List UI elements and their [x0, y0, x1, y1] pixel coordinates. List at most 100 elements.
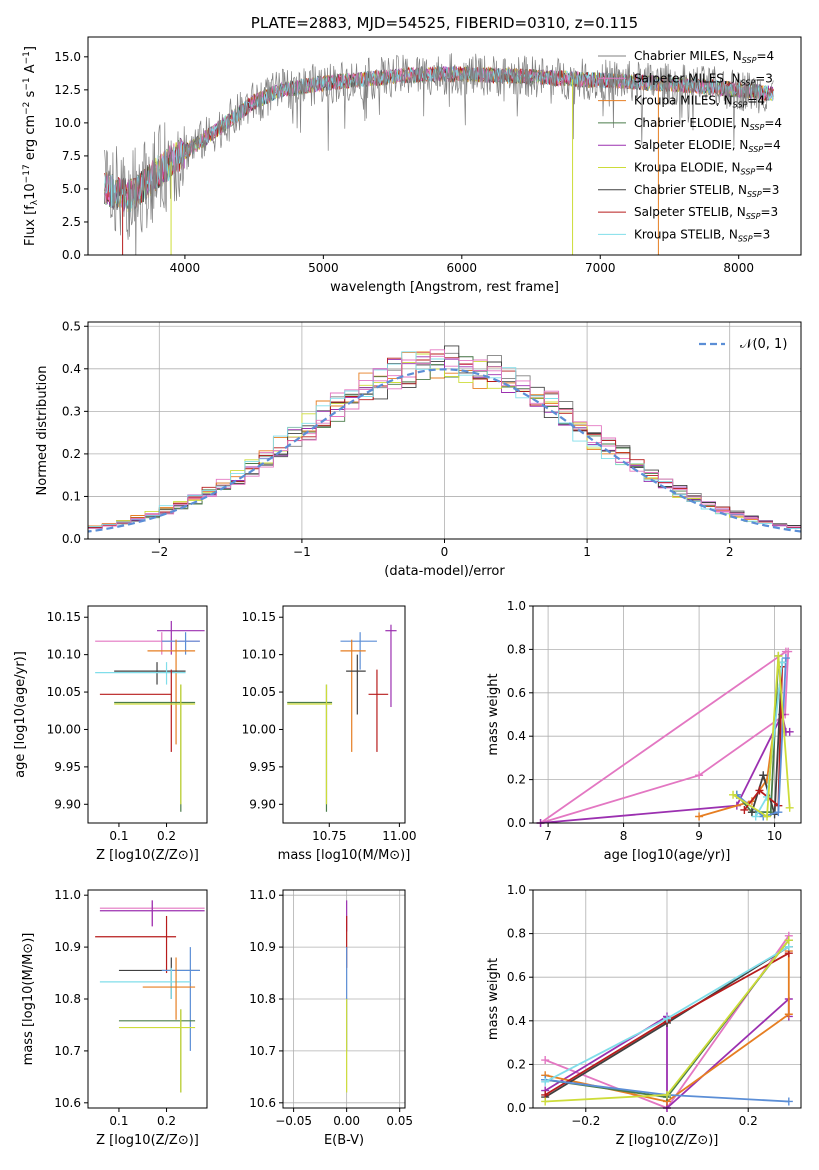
weight-marker [785, 803, 794, 812]
x-tick-label: 4000 [170, 261, 201, 275]
legend-entry: Kroupa ELODIE, NSSP=4 [634, 161, 773, 177]
y-tick-label: 10.15 [47, 610, 81, 624]
x-tick-label: −0.2 [571, 1114, 600, 1128]
x-tick-label: 0.1 [109, 829, 128, 843]
x-tick-label: 0.2 [157, 829, 176, 843]
legend-entry: Chabrier ELODIE, NSSP=4 [634, 116, 782, 132]
weight-marker [541, 1056, 550, 1065]
x-tick-label: 9 [695, 829, 703, 843]
x-tick-label: 2 [726, 545, 734, 559]
x-axis-label: Z [log10(Z/Z⊙)] [96, 848, 199, 863]
y-tick-label: 1.0 [507, 599, 526, 613]
x-tick-label: −0.05 [275, 1114, 312, 1128]
y-tick-label: 0.1 [62, 489, 81, 503]
x-tick-label: 0.2 [739, 1114, 758, 1128]
weight-marker [755, 786, 764, 795]
y-axis-label: age [log10(age/yr)] [13, 651, 28, 778]
y-tick-label: 10.8 [54, 992, 81, 1006]
x-axis-label: E(B-V) [324, 1133, 364, 1148]
weight-marker [784, 1010, 793, 1019]
x-tick-label: 10.75 [312, 829, 346, 843]
x-tick-label: 0.1 [109, 1114, 128, 1128]
spectrum-lines [104, 53, 774, 255]
weight-marker [785, 727, 794, 736]
y-tick-label: 0.4 [62, 362, 81, 376]
chart-3: 10.75 11.00 9.90 9.95 10.00 10.05 10.10 10.15 ma… [242, 605, 417, 863]
x-tick-label: 11.00 [382, 829, 416, 843]
x-axis-label: Z [log10(Z/Z⊙)] [96, 1133, 199, 1148]
weight-marker [774, 651, 783, 660]
weight-series-line [732, 655, 791, 819]
x-axis-label: age [log10(age/yr)] [604, 848, 731, 863]
chart-6: −0.05 0.00 0.05 10.6 10.7 10.8 10.9 11.0 E(B-V) [249, 888, 413, 1148]
x-tick-label: 5000 [308, 261, 339, 275]
weight-marker [784, 936, 793, 945]
y-axis-label: Normed distribution [35, 366, 50, 496]
y-tick-label: 10.7 [54, 1044, 81, 1058]
x-tick-label: 0.2 [157, 1114, 176, 1128]
weight-marker [747, 808, 756, 817]
x-tick-label: 6000 [447, 261, 478, 275]
y-tick-label: 0.2 [62, 447, 81, 461]
chart-title: PLATE=2883, MJD=54525, FIBERID=0310, z=0… [251, 14, 638, 32]
y-tick-label: 0.8 [507, 642, 526, 656]
y-tick-label: 10.9 [249, 940, 276, 954]
y-tick-label: 0.5 [62, 319, 81, 333]
y-tick-label: 0.8 [507, 927, 526, 941]
weight-marker [695, 812, 704, 821]
y-axis-label: Flux [fλ10−17 erg cm−2 s−1 A−1] [22, 46, 40, 246]
axes-frame [532, 889, 802, 1109]
axes-frame [87, 889, 208, 1109]
legend-entry: Salpeter STELIB, NSSP=3 [634, 205, 778, 221]
y-tick-label: 11.0 [249, 888, 276, 902]
weight-marker [774, 808, 783, 817]
legend-entry: Kroupa STELIB, NSSP=3 [634, 227, 770, 243]
y-tick-label: 10.7 [249, 1044, 276, 1058]
y-tick-label: 9.90 [54, 797, 81, 811]
legend-entry: Chabrier STELIB, NSSP=3 [634, 183, 779, 199]
x-tick-label: 8 [620, 829, 628, 843]
x-axis-label: mass [log10(M/M⊙)] [278, 848, 411, 863]
y-tick-label: 0.2 [507, 1057, 526, 1071]
axes-frame [87, 36, 802, 256]
weight-marker [763, 792, 772, 801]
y-tick-label: 11.0 [54, 888, 81, 902]
histograms [88, 345, 801, 533]
y-axis-label: mass weight [486, 958, 501, 1040]
y-tick-label: 9.90 [249, 797, 276, 811]
x-tick-label: −1 [293, 545, 311, 559]
x-tick-label: 0 [441, 545, 449, 559]
x-axis-label: (data-model)/error [384, 564, 505, 579]
weight-marker [781, 654, 790, 663]
chart-7: −0.2 0.0 0.2 0.0 0.2 0.4 0.6 0.8 1.0 Z [log10(Z/Z… [486, 883, 802, 1148]
weight-marker [729, 790, 738, 799]
x-tick-label: 8000 [723, 261, 754, 275]
weight-marker [541, 1077, 550, 1086]
y-tick-label: 10.6 [54, 1096, 81, 1110]
y-tick-label: 1.0 [507, 883, 526, 897]
y-tick-label: 10.0 [54, 116, 81, 130]
weight-marker [751, 812, 760, 821]
y-tick-label: 10.10 [242, 648, 276, 662]
y-tick-label: 0.4 [507, 1014, 526, 1028]
y-tick-label: 10.9 [54, 940, 81, 954]
legend-entry: Kroupa MILES, NSSP=4 [634, 94, 765, 110]
y-tick-label: 0.0 [507, 816, 526, 830]
x-tick-label: 7000 [585, 261, 616, 275]
y-tick-label: 0.3 [62, 404, 81, 418]
y-tick-label: 10.6 [249, 1096, 276, 1110]
x-tick-label: −2 [150, 545, 168, 559]
y-tick-label: 12.5 [54, 83, 81, 97]
y-tick-label: 0.4 [507, 729, 526, 743]
chart-0: 4000 5000 6000 7000 8000 0.0 2.5 5.0 7.5 10.0 12.5… [22, 14, 802, 295]
x-tick-label: 0.00 [333, 1114, 360, 1128]
y-tick-label: 10.00 [242, 722, 276, 736]
spectrum-series-line [104, 53, 774, 255]
x-tick-label: 10 [767, 829, 782, 843]
chart-2: 0.1 0.2 9.90 9.95 10.00 10.05 10.10 10.15 Z [log… [13, 605, 208, 863]
legend-entry: Salpeter ELODIE, NSSP=4 [634, 138, 781, 154]
chart-5: 0.1 0.2 10.6 10.7 10.8 10.9 11.0 Z [log10(Z/Z⊙)… [21, 888, 208, 1148]
legend-entry: 𝒩(0, 1) [740, 337, 787, 352]
legend-entry: Salpeter MILES, NSSP=3 [634, 71, 773, 87]
